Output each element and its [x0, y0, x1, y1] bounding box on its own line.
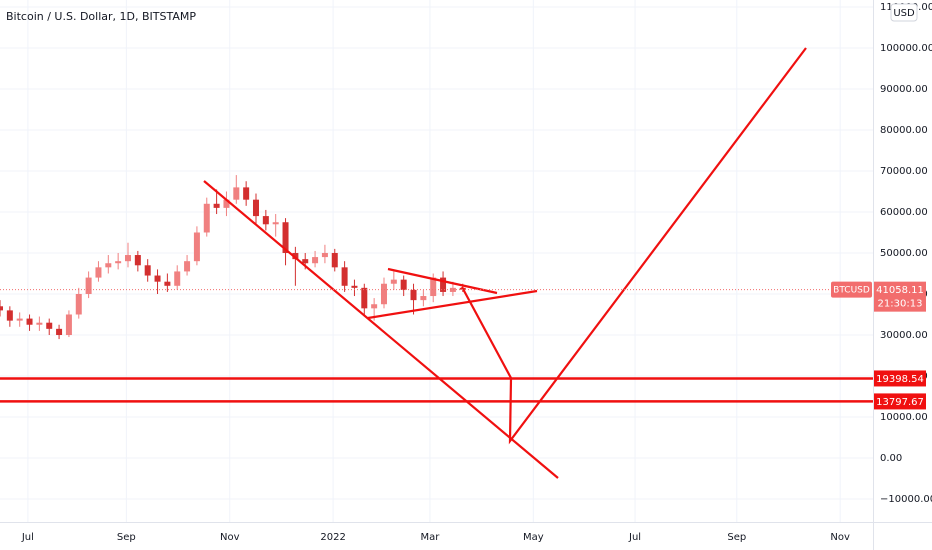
y-tick-label: −10000.00 [880, 494, 932, 505]
candle-body [26, 318, 33, 325]
y-tick-label: 50000.00 [880, 248, 928, 259]
candle-body [85, 277, 92, 294]
x-tick-label: Nov [220, 532, 240, 543]
candle-body [184, 261, 191, 272]
candle-body [124, 255, 131, 262]
candle-body [36, 322, 43, 325]
candle-body [16, 318, 23, 321]
trend-line [203, 180, 559, 479]
candle-body [449, 287, 456, 292]
y-tick-label: 0.00 [880, 453, 902, 464]
candle-body [272, 222, 279, 225]
x-tick-label: Mar [420, 532, 440, 543]
y-tick-label: 60000.00 [880, 207, 928, 218]
candle-body [420, 296, 427, 301]
candle-body [144, 265, 151, 276]
grid [0, 0, 873, 522]
candle-body [351, 285, 358, 288]
candle-body [65, 314, 72, 335]
currency-label[interactable]: USD [893, 8, 915, 19]
candle-body [321, 252, 328, 258]
x-tick-label: Jul [628, 532, 641, 543]
price-tag [874, 370, 926, 387]
trend-drawings [203, 47, 807, 479]
candle-body [115, 261, 122, 264]
candle-body [252, 199, 259, 217]
candle-body [223, 199, 230, 208]
x-tick-label: Sep [727, 532, 746, 543]
candle-body [46, 322, 53, 329]
candle-body [371, 304, 378, 309]
price-tag-label: 13797.67 [876, 397, 924, 408]
overlay [0, 289, 873, 403]
candles [0, 175, 466, 340]
candle-body [410, 289, 417, 301]
chart-title: Bitcoin / U.S. Dollar, 1D, BITSTAMP [6, 10, 196, 23]
candle-body [243, 187, 250, 200]
candle-body [154, 275, 161, 282]
candle-body [134, 255, 141, 266]
current-price-tag [874, 281, 926, 312]
candle-body [6, 310, 13, 321]
candle-body [262, 216, 269, 225]
x-tick-label: May [523, 532, 544, 543]
candle-body [233, 187, 240, 200]
candle-body [292, 252, 299, 260]
x-tick-label: Nov [830, 532, 850, 543]
candle-body [380, 283, 387, 305]
candle-body [312, 257, 319, 264]
candle-body [193, 232, 200, 262]
trend-line [367, 289, 538, 320]
candle-body [95, 267, 102, 278]
candle-body [390, 279, 397, 284]
candle-body [213, 203, 220, 208]
x-tick-label: 2022 [320, 532, 345, 543]
candle-body [361, 287, 368, 309]
y-tick-label: 90000.00 [880, 84, 928, 95]
candle-body [331, 252, 338, 268]
candle-body [440, 277, 447, 292]
candle-body [0, 306, 3, 311]
symbol-tag-label: BTCUSD [833, 286, 870, 296]
currency-badge[interactable] [890, 3, 918, 22]
candle-body [174, 271, 181, 286]
price-tag-label: 19398.54 [876, 374, 924, 385]
candle-body [56, 328, 63, 335]
candle-body [203, 203, 210, 233]
price-tag [874, 393, 926, 410]
x-tick-label: Jul [21, 532, 34, 543]
candle-body [341, 267, 348, 286]
current-price-label: 41058.11 [876, 285, 924, 296]
projection-path [461, 47, 807, 445]
candle-body [75, 293, 82, 315]
y-tick-label: 30000.00 [880, 330, 928, 341]
y-tick-label: 80000.00 [880, 125, 928, 136]
candle-body [400, 279, 407, 290]
y-tick-label: 10000.00 [880, 412, 928, 423]
countdown-label: 21:30:13 [878, 299, 923, 310]
candle-body [164, 281, 171, 286]
x-tick-label: Sep [117, 532, 136, 543]
y-tick-label: 70000.00 [880, 166, 928, 177]
symbol-tag [831, 281, 872, 298]
candle-body [282, 222, 289, 253]
candle-body [105, 263, 112, 268]
candle-body [302, 259, 309, 264]
axes: 110000.00100000.0090000.0080000.0070000.… [21, 2, 932, 543]
trend-line [387, 267, 498, 295]
candle-body [430, 277, 437, 297]
y-tick-label: 100000.00 [880, 43, 932, 54]
